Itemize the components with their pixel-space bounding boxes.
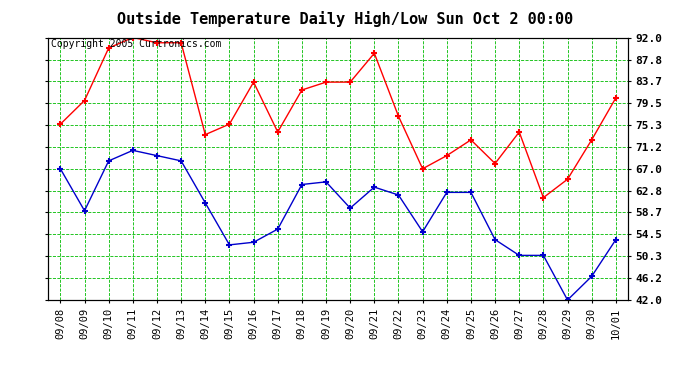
- Text: Copyright 2005 Curtronics.com: Copyright 2005 Curtronics.com: [51, 39, 221, 49]
- Text: Outside Temperature Daily High/Low Sun Oct 2 00:00: Outside Temperature Daily High/Low Sun O…: [117, 11, 573, 27]
